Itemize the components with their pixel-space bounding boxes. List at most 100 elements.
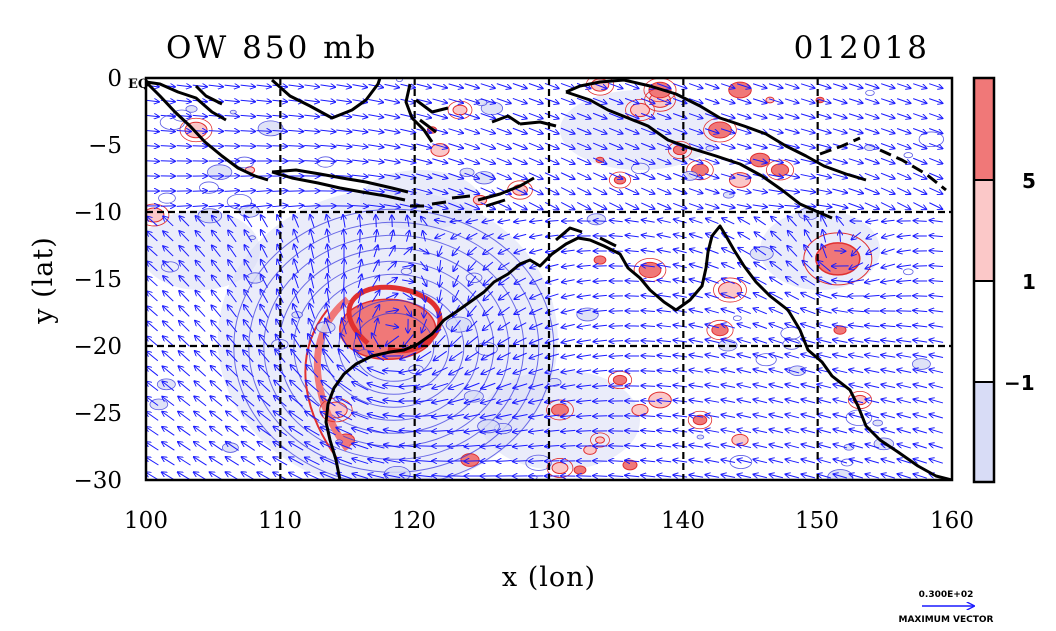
wind-vector <box>320 85 336 87</box>
wind-vector <box>913 83 927 89</box>
wind-vector <box>913 325 928 327</box>
wind-vector <box>706 218 719 225</box>
wind-vector <box>368 489 384 493</box>
wind-vector <box>415 188 432 193</box>
wind-vector <box>640 127 655 133</box>
wind-vector <box>784 205 799 206</box>
wind-vector <box>310 229 314 243</box>
wind-vector <box>352 115 367 117</box>
wind-vector <box>768 174 784 177</box>
wind-vector <box>352 85 367 88</box>
wind-vector <box>866 232 879 239</box>
wind-vector <box>722 248 735 255</box>
wind-vector <box>480 83 495 89</box>
wind-vector <box>496 202 511 209</box>
vorticity-cell-positive <box>711 323 729 337</box>
wind-vector <box>896 113 911 119</box>
wind-vector <box>163 231 174 242</box>
vorticity-cell-positive <box>551 403 569 417</box>
wind-vector <box>608 172 623 179</box>
wind-vector <box>514 248 527 254</box>
wind-vector <box>343 303 345 320</box>
wind-vector <box>435 233 446 239</box>
wind-vector <box>416 143 431 148</box>
wind-vector <box>432 173 447 179</box>
wind-vector <box>929 83 943 89</box>
wind-vector <box>881 248 895 253</box>
wind-vector <box>848 113 863 119</box>
wind-vector <box>576 187 591 195</box>
wind-vector <box>641 202 654 209</box>
wind-vector <box>179 276 190 287</box>
wind-vector <box>195 275 206 287</box>
wind-vector <box>832 158 848 163</box>
wind-vector <box>641 341 656 342</box>
wind-vector <box>304 100 319 102</box>
wind-vector <box>403 247 413 256</box>
wind-vector <box>641 187 655 194</box>
wind-vector <box>147 276 158 287</box>
wind-vector <box>439 274 440 287</box>
wind-vector <box>386 278 398 285</box>
vorticity-contour-negative <box>903 268 914 276</box>
wind-vector <box>832 325 848 328</box>
wind-vector <box>672 83 687 89</box>
wind-vector <box>336 130 351 132</box>
wind-vector <box>193 487 206 495</box>
wind-vector <box>385 310 399 313</box>
wind-vector <box>211 305 222 318</box>
wind-vector <box>737 339 752 344</box>
wind-vector <box>402 292 414 300</box>
wind-vector <box>146 321 158 332</box>
wind-vector <box>372 275 380 287</box>
wind-vector <box>544 97 559 103</box>
wind-vector <box>498 306 510 315</box>
wind-vector <box>528 112 543 118</box>
wind-vector <box>560 97 575 103</box>
wind-vector <box>560 112 575 119</box>
wind-vector <box>512 97 527 103</box>
wind-vector <box>896 142 911 148</box>
wind-vector <box>528 461 544 462</box>
wind-vector <box>912 157 927 163</box>
wind-vector <box>336 160 352 161</box>
wind-vector <box>848 310 864 311</box>
wind-vector <box>310 274 313 289</box>
wind-vector <box>224 85 240 87</box>
wind-vector <box>483 305 494 315</box>
wind-vector <box>609 235 623 236</box>
wind-vector <box>897 280 912 281</box>
date-label: 012018 <box>794 30 930 66</box>
wind-vector <box>256 191 271 192</box>
wind-vector <box>514 277 527 284</box>
wind-vector <box>147 291 158 302</box>
wind-vector <box>592 157 607 164</box>
colorbar: 5 1 −1 <box>972 76 1036 484</box>
wind-vector <box>288 85 304 87</box>
cyclone-band <box>313 296 351 452</box>
wind-vector <box>816 128 831 133</box>
wind-vector <box>704 203 719 208</box>
wind-vector <box>720 128 735 134</box>
wind-vector <box>544 157 559 164</box>
wind-vector <box>367 205 385 207</box>
wind-vector <box>609 202 622 210</box>
wind-vector <box>432 143 447 148</box>
wind-vector <box>211 320 222 333</box>
wind-vector <box>592 142 607 149</box>
wind-vector <box>160 115 176 116</box>
vector-key-value: 0.300E+02 <box>919 590 974 600</box>
wind-vector <box>448 128 464 134</box>
wind-vector <box>530 307 543 314</box>
wind-vector <box>897 250 911 252</box>
wind-vector <box>560 142 575 149</box>
vorticity-cell-positive <box>749 152 771 168</box>
wind-vector <box>818 261 831 272</box>
wind-vector <box>804 215 813 227</box>
wind-vector <box>771 231 782 242</box>
wind-vector <box>913 187 926 194</box>
wind-vector <box>737 293 751 300</box>
wind-vector <box>468 275 477 286</box>
wind-vector <box>528 201 543 209</box>
wind-vector <box>787 231 797 242</box>
